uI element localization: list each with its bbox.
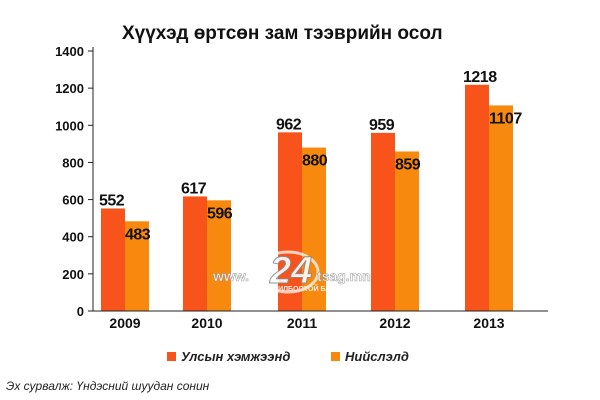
y-tick-label: 1000 xyxy=(55,118,84,133)
y-tick-label: 0 xyxy=(77,304,84,319)
watermark-sub: ЦАГ ИЛБООТОЙ БАЙНА xyxy=(262,284,345,293)
data-label-national-2009: 552 xyxy=(99,192,125,209)
bar-capital-2012 xyxy=(395,151,419,311)
bar-national-2011 xyxy=(278,132,302,311)
legend: Улсын хэмжээнд Нийслэлд xyxy=(167,349,409,364)
y-tick-label: 800 xyxy=(62,155,84,170)
data-label-capital-2010: 596 xyxy=(207,205,233,222)
y-tick-label: 200 xyxy=(62,267,84,282)
data-label-capital-2012: 859 xyxy=(395,156,421,173)
data-label-national-2010: 617 xyxy=(181,180,207,197)
x-tick-label: 2009 xyxy=(109,315,140,331)
watermark-logo: 24 xyxy=(269,250,312,292)
bar-capital-2010 xyxy=(207,200,231,311)
chart-title: Хүүхэд өртсөн зам тээврийн осол xyxy=(122,23,443,44)
data-label-national-2013: 1218 xyxy=(463,69,497,86)
legend-label-capital: Нийслэлд xyxy=(345,349,409,364)
legend-label-national: Улсын хэмжээнд xyxy=(181,349,290,364)
bar-national-2013 xyxy=(465,84,489,311)
y-tick-label: 600 xyxy=(62,193,84,208)
watermark-left: www. xyxy=(212,268,249,284)
watermark-logo-ring-icon xyxy=(256,250,320,294)
x-tick-label: 2013 xyxy=(473,315,504,331)
data-label-capital-2009: 483 xyxy=(125,226,151,243)
watermark: www. 24 tsag.mn ЦАГ ИЛБООТОЙ БАЙНА xyxy=(212,250,371,294)
bar-national-2010 xyxy=(183,196,207,311)
y-tick-label: 1400 xyxy=(55,44,84,59)
data-label-national-2012: 959 xyxy=(369,117,395,134)
y-tick-label: 1200 xyxy=(55,81,84,96)
x-axis-ticks: 2009 2010 2011 2012 2013 xyxy=(109,315,504,331)
y-axis-ticks: 0 200 400 600 800 1000 1200 1400 xyxy=(55,44,93,319)
data-label-capital-2013: 1107 xyxy=(489,110,522,127)
x-tick-label: 2012 xyxy=(379,315,410,331)
bar-national-2009 xyxy=(101,208,125,311)
legend-swatch-capital xyxy=(331,352,340,361)
legend-swatch-national xyxy=(167,352,176,361)
y-tick-label: 400 xyxy=(62,230,84,245)
data-labels: 552 617 962 959 1218 483 596 880 859 1107 xyxy=(99,69,523,244)
watermark-right: tsag.mn xyxy=(317,268,371,284)
bar-capital-2013 xyxy=(489,105,513,312)
bar-capital-2009 xyxy=(125,221,149,311)
bar-national-2012 xyxy=(371,132,395,311)
data-label-capital-2011: 880 xyxy=(302,153,328,170)
source-note: Эх сурвалж: Үндэсний шуудан сонин xyxy=(6,379,210,393)
bars xyxy=(101,84,513,312)
x-tick-label: 2011 xyxy=(287,315,318,331)
data-label-national-2011: 962 xyxy=(276,116,302,133)
x-tick-label: 2010 xyxy=(191,315,222,331)
